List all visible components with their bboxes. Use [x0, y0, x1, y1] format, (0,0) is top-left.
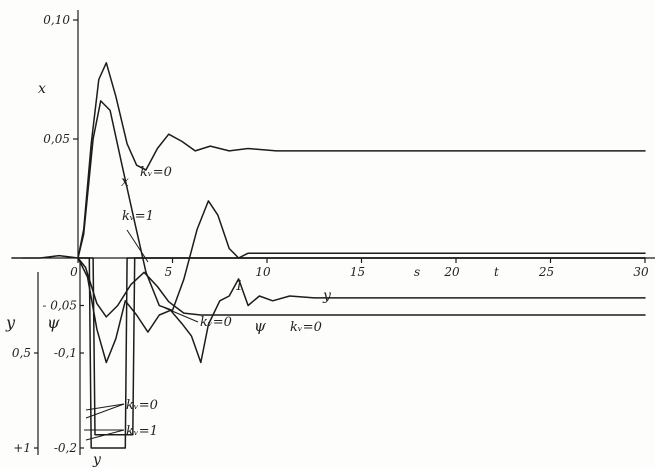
series-line-y-2: [77, 257, 646, 449]
annotation-0: x: [121, 174, 129, 190]
x-tick-label: 0,10: [43, 13, 70, 27]
time-tick-label: 25: [538, 265, 554, 279]
annotation-1: kᵥ=0: [140, 165, 172, 180]
series-line-y-3: [77, 257, 646, 436]
time-tick-label: 5: [165, 265, 173, 279]
annotation-6: kᵥ=0: [200, 315, 232, 330]
labels-layer: 0 5 10 15 20 25 30 s t 0,10 0,05 x y ψ 0,5 +1 - 0,05 -0,1…: [5, 13, 649, 468]
axes-layer: [22, 10, 655, 455]
x-axis-label: x: [38, 81, 46, 97]
annotation-11: y: [92, 452, 102, 468]
time-tick-label: 10: [255, 265, 271, 279]
series-line-psi-5: [77, 257, 646, 364]
y-axis-symbol: y: [5, 313, 16, 332]
time-tick-label: 30: [633, 265, 649, 279]
x-tick-label: 0,05: [43, 132, 70, 146]
leader-line-3: [85, 403, 125, 419]
y-tick-label: +1: [13, 441, 31, 455]
annotation-7: ψ: [254, 317, 266, 335]
time-unit-label: s: [414, 265, 420, 279]
psi-tick-label: - 0,05: [42, 299, 77, 313]
curves-layer: [11, 62, 646, 449]
annotation-10: kᵥ=1: [126, 424, 158, 439]
leader-line-5: [85, 429, 125, 441]
annotation-5: y: [322, 288, 332, 304]
time-tick-label: 15: [350, 265, 365, 279]
y-tick-label: 0,5: [12, 346, 31, 360]
annotation-9: kᵥ=0: [126, 398, 158, 413]
leader-line-2: [85, 403, 125, 411]
series-line-x-0: [11, 62, 646, 259]
time-tick-label: 20: [443, 265, 460, 279]
time-tick-label: 0: [70, 265, 78, 279]
leader-line-1: [164, 307, 199, 323]
annotation-4: 1: [235, 279, 243, 294]
psi-tick-label: -0,2: [54, 441, 77, 455]
annotation-8: kᵥ=0: [290, 320, 322, 335]
leader-line-0: [126, 229, 149, 263]
annotation-2: kᵥ=1: [122, 209, 154, 224]
psi-axis-symbol: ψ: [47, 313, 60, 332]
series-line-psi-4: [77, 257, 646, 318]
time-axis-label: t: [494, 265, 499, 279]
psi-tick-label: -0,1: [54, 346, 77, 360]
